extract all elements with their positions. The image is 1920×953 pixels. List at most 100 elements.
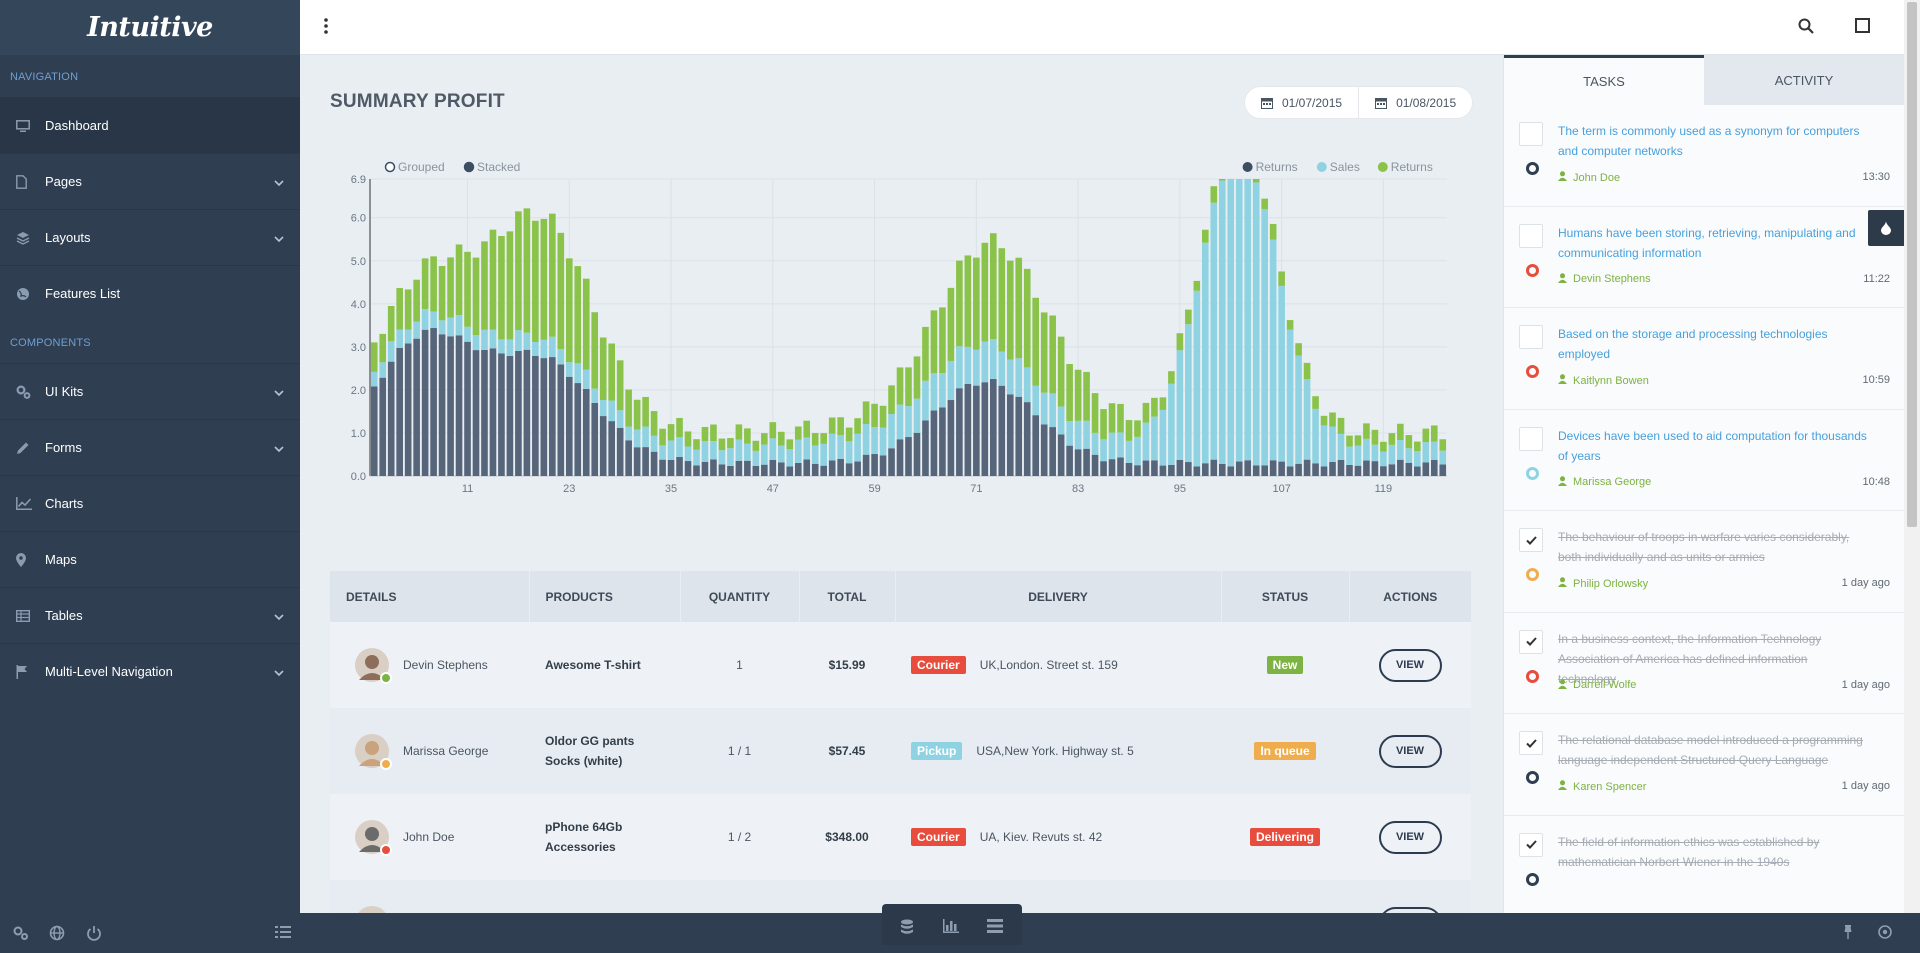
column-header-total[interactable]: TOTAL [799,571,896,622]
task-text[interactable]: Devices have been used to aid computatio… [1558,428,1867,463]
fullscreen-icon[interactable] [1855,18,1870,36]
database-icon[interactable] [900,919,914,938]
table-row[interactable]: Marissa George Oldor GG pants Socks (whit… [330,708,1471,794]
date-to-button[interactable]: 01/08/2015 [1358,87,1472,118]
table-row[interactable]: Devin Stephens Awesome T-shirt 1 $15.99 … [330,622,1471,708]
sidebar-item-tables[interactable]: Tables [0,587,300,643]
bar-0 [1210,459,1218,476]
task-assignee[interactable]: Devin Stephens [1558,272,1651,286]
column-header-quantity[interactable]: QUANTITY [680,571,800,622]
profit-chart-svg: 0.0 1.0 2.0 3.0 4.0 5.0 6.0 6.9 11 23 35 47 59 71 83 95… [351,160,1447,495]
bar-2 [582,278,590,370]
task-checkbox[interactable] [1519,426,1543,451]
task-assignee[interactable]: Karen Spencer [1558,780,1646,793]
sidebar-item-charts[interactable]: Charts [0,475,300,531]
task-text[interactable]: Humans have been storing, retrieving, ma… [1558,225,1856,260]
bar-2 [1074,369,1082,421]
bar-2 [608,343,615,401]
chevron-down-icon [274,174,284,189]
column-header-products[interactable]: PRODUCTS [529,571,681,622]
theme-drop-icon[interactable] [1868,210,1904,246]
bar-1 [803,437,811,460]
bar-2 [574,266,582,364]
vertical-scrollbar[interactable] [1904,0,1920,913]
view-button[interactable]: VIEW [1378,820,1442,854]
task-text[interactable]: The relational database model introduced… [1558,733,1863,767]
view-button[interactable]: VIEW [1378,648,1442,682]
task-assignee[interactable]: John Doe [1558,171,1620,184]
pencil-icon [16,441,45,455]
bar-2 [642,396,649,427]
bar-1 [701,441,709,462]
task-assignee[interactable]: Marissa George [1558,475,1651,489]
bar-2 [650,411,658,436]
avatar[interactable] [355,734,392,770]
bar-2 [549,213,556,337]
presence-dot [380,758,392,770]
bar-0 [515,350,522,476]
bar-1 [1388,444,1396,465]
task-assignee[interactable]: Kaitlynn Bowen [1558,374,1649,387]
target-icon[interactable] [1878,925,1892,942]
table-icon [16,609,45,622]
task-text[interactable]: The behaviour of troops in warfare varie… [1558,530,1850,564]
task-checkbox[interactable] [1519,832,1543,857]
search-icon[interactable] [1798,18,1814,37]
bar-0 [769,459,777,476]
sidebar-item-label: Tables [45,608,83,623]
avatar[interactable] [355,906,389,913]
task-assignee[interactable]: Philip Orlowsky [1558,577,1648,590]
task-checkbox[interactable] [1519,528,1543,552]
sidebar-item-features-list[interactable]: Features List [0,265,300,321]
task-checkbox[interactable] [1519,629,1543,654]
task-text[interactable]: Based on the storage and processing tech… [1558,327,1828,361]
quantity-cell: 1 / 2 [680,794,799,880]
sidebar-item-dashboard[interactable]: Dashboard [0,97,300,153]
task-text[interactable]: The term is commonly used as a synonym f… [1558,124,1860,158]
sidebar-item-ui-kits[interactable]: UI Kits [0,363,300,419]
table-row[interactable]: John Doe pPhone 64Gb Accessories 1 / 2 $3… [330,794,1471,880]
task-checkbox[interactable] [1519,122,1543,146]
bar-0 [1286,466,1294,476]
bar-chart-icon[interactable] [943,919,959,936]
brand-logo[interactable]: Intuitive [0,0,300,55]
sidebar-item-multi-level-navigation[interactable]: Multi-Level Navigation [0,643,300,699]
scrollbar-thumb[interactable] [1907,2,1917,527]
date-from-button[interactable]: 01/07/2015 [1245,87,1358,118]
globe-icon [16,287,45,301]
power-icon[interactable] [86,925,102,944]
user-icon [1558,374,1567,387]
bar-2 [1210,186,1218,203]
column-header-status[interactable]: STATUS [1221,571,1350,622]
menu-list-icon[interactable] [275,925,291,942]
bar-2 [1337,417,1345,434]
task-checkbox[interactable] [1519,731,1543,755]
sidebar-item-layouts[interactable]: Layouts [0,209,300,265]
list-icon[interactable] [987,919,1003,936]
task-checkbox[interactable] [1519,325,1543,349]
pin-icon[interactable] [1842,925,1854,942]
tab-activity[interactable]: ACTIVITY [1704,55,1904,105]
column-header-actions[interactable]: ACTIONS [1349,571,1471,622]
cogs-icon[interactable] [13,925,29,944]
column-header-details[interactable]: DETAILS [330,571,530,622]
column-header-delivery[interactable]: DELIVERY [895,571,1222,622]
task-assignee[interactable]: Darrell Wolfe [1558,678,1636,692]
bar-1 [599,400,607,417]
task-text[interactable]: In a business context, the Information T… [1558,631,1822,686]
task-checkbox[interactable] [1519,223,1543,248]
view-button[interactable]: VIEW [1378,734,1442,768]
bar-0 [752,465,760,476]
globe-icon[interactable] [49,925,65,944]
task-text[interactable]: The field of information ethics was esta… [1558,834,1820,869]
sidebar-item-forms[interactable]: Forms [0,419,300,475]
y-tick-label: 4.0 [351,299,366,311]
avatar[interactable] [355,820,392,856]
sidebar-item-pages[interactable]: Pages [0,153,300,209]
bar-0 [642,447,649,476]
sidebar-item-maps[interactable]: Maps [0,531,300,587]
avatar[interactable] [355,648,392,684]
tab-tasks[interactable]: TASKS [1504,55,1704,105]
y-tick-label: 6.9 [351,174,366,186]
more-vertical-icon[interactable] [324,18,328,37]
